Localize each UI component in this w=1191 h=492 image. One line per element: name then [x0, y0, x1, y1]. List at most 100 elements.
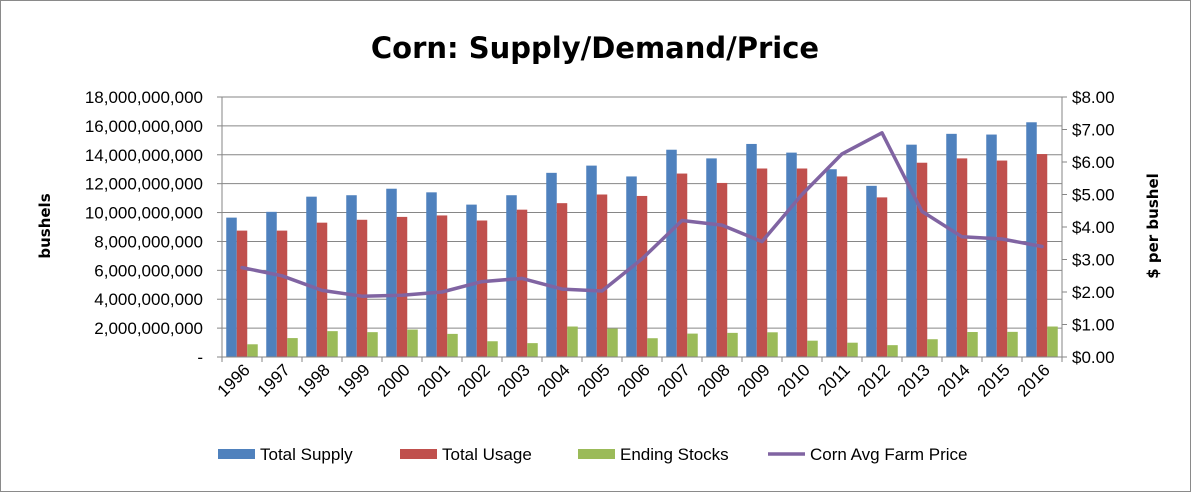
bar-total-supply — [946, 133, 957, 357]
bar-ending-stocks — [447, 333, 458, 357]
bar-total-usage — [876, 197, 888, 357]
bar-total-usage — [1036, 154, 1048, 357]
bar-total-usage — [236, 230, 248, 357]
bar-total-supply — [346, 195, 357, 357]
bar-total-supply — [466, 204, 477, 357]
bar-total-supply — [306, 196, 317, 357]
bar-total-usage — [436, 215, 448, 357]
bar-ending-stocks — [847, 342, 858, 357]
x-tick-label: 2016 — [1014, 360, 1054, 400]
bar-ending-stocks — [287, 338, 298, 357]
y2-tick-label: $1.00 — [1072, 316, 1115, 335]
bar-ending-stocks — [687, 333, 698, 357]
bar-ending-stocks — [767, 332, 778, 357]
legend-label-corn-avg-farm-price: Corn Avg Farm Price — [810, 445, 967, 464]
y-tick-label: 10,000,000,000 — [85, 204, 203, 223]
bar-total-usage — [276, 230, 288, 357]
bar-total-supply — [706, 158, 717, 357]
bar-total-supply — [506, 195, 517, 357]
y-tick-label: 8,000,000,000 — [94, 232, 203, 251]
x-tick-label: 2006 — [614, 360, 654, 400]
y2-tick-label: $6.00 — [1072, 153, 1115, 172]
bar-ending-stocks — [327, 331, 338, 357]
y-tick-label: 14,000,000,000 — [85, 146, 203, 165]
bar-total-supply — [1026, 122, 1037, 358]
bar-total-supply — [826, 169, 837, 357]
x-tick-label: 1997 — [254, 360, 294, 400]
bar-total-usage — [356, 219, 368, 357]
price-line-series — [240, 131, 1044, 298]
bar-total-usage — [476, 220, 488, 357]
bar-ending-stocks — [967, 332, 978, 357]
chart-title: Corn: Supply/Demand/Price — [371, 31, 819, 65]
bar-ending-stocks — [367, 332, 378, 357]
bar-total-usage — [996, 160, 1008, 357]
x-tick-label: 2012 — [854, 360, 894, 400]
x-tick-label: 2009 — [734, 360, 774, 400]
x-tick-label: 2014 — [934, 360, 974, 400]
y2-tick-label: $8.00 — [1072, 88, 1115, 107]
bars — [226, 122, 1058, 358]
bar-total-usage — [796, 168, 808, 357]
bar-total-supply — [386, 188, 397, 357]
y-tick-label: - — [197, 348, 203, 367]
bar-total-supply — [986, 134, 997, 357]
legend-label-ending-stocks: Ending Stocks — [620, 445, 729, 464]
x-tick-label: 2011 — [815, 360, 854, 399]
bar-ending-stocks — [807, 340, 818, 357]
bar-total-supply — [426, 192, 437, 357]
legend-swatch-total-usage — [400, 449, 437, 459]
bar-total-usage — [636, 195, 648, 357]
x-tick-label: 2001 — [414, 360, 454, 400]
y-tick-label: 4,000,000,000 — [94, 290, 203, 309]
x-tick-label: 2010 — [774, 360, 814, 400]
bar-total-usage — [596, 194, 608, 357]
y2-tick-label: $4.00 — [1072, 218, 1115, 237]
bar-total-supply — [906, 144, 917, 357]
bar-ending-stocks — [887, 345, 898, 357]
bar-total-supply — [226, 217, 237, 357]
bar-total-usage — [836, 176, 848, 357]
bar-total-supply — [266, 211, 277, 357]
y-tick-label: 18,000,000,000 — [85, 88, 203, 107]
bar-total-usage — [556, 203, 568, 357]
y2-axis-title: $ per bushel — [1144, 173, 1162, 279]
bar-ending-stocks — [487, 341, 498, 357]
bar-ending-stocks — [927, 339, 938, 357]
x-tick-label: 2013 — [894, 360, 934, 400]
legend-label-total-usage: Total Usage — [442, 445, 532, 464]
bar-ending-stocks — [567, 326, 578, 357]
bar-total-supply — [746, 143, 757, 357]
bar-ending-stocks — [607, 328, 618, 357]
y2-tick-label: $3.00 — [1072, 251, 1115, 270]
bar-ending-stocks — [407, 329, 418, 357]
x-tick-label: 2015 — [974, 360, 1014, 400]
bar-total-supply — [786, 152, 797, 357]
bar-total-supply — [866, 185, 877, 357]
legend-swatch-total-supply — [218, 449, 255, 459]
axes — [217, 96, 1067, 362]
bar-ending-stocks — [1047, 326, 1058, 357]
x-tick-label: 2008 — [694, 360, 734, 400]
y2-tick-label: $0.00 — [1072, 348, 1115, 367]
bar-ending-stocks — [647, 338, 658, 357]
legend-swatch-ending-stocks — [578, 449, 615, 459]
bar-ending-stocks — [1007, 331, 1018, 357]
bar-ending-stocks — [727, 332, 738, 357]
bar-total-usage — [396, 216, 408, 357]
y2-tick-label: $7.00 — [1072, 121, 1115, 140]
legend-label-total-supply: Total Supply — [260, 445, 353, 464]
x-tick-label: 2004 — [534, 360, 574, 400]
x-tick-label: 2000 — [374, 360, 414, 400]
bar-total-usage — [676, 173, 688, 357]
bar-total-supply — [586, 165, 597, 357]
line-corn-avg-farm-price — [240, 131, 1044, 298]
legend: Total Supply Total Usage Ending Stocks Corn… — [218, 445, 967, 464]
x-tick-label: 1998 — [294, 360, 334, 400]
bar-total-supply — [546, 172, 557, 357]
y-axis-title: bushels — [36, 193, 54, 258]
x-tick-label: 1999 — [334, 360, 374, 400]
bar-ending-stocks — [527, 343, 538, 357]
x-tick-label: 2007 — [654, 360, 694, 400]
